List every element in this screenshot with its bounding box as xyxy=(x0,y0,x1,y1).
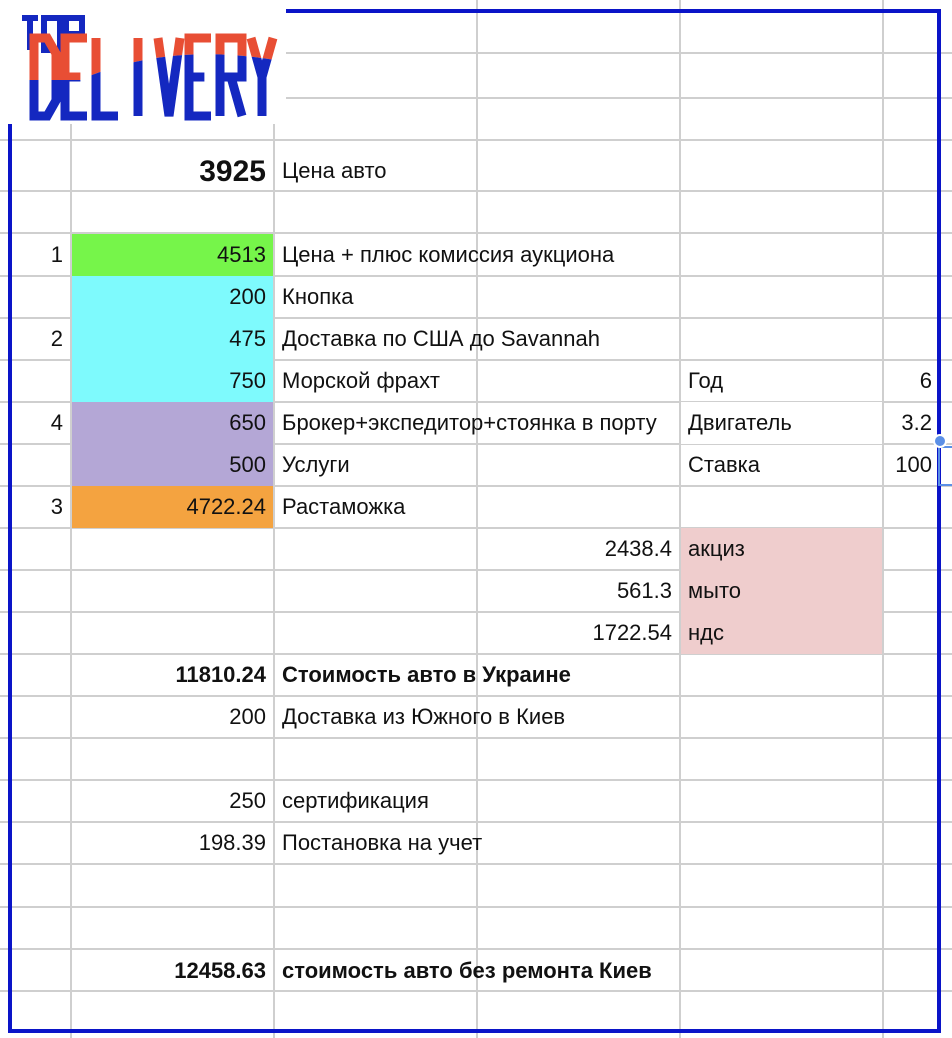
kyiv-delivery-label[interactable]: Доставка из Южного в Киев xyxy=(282,704,566,729)
vat-value[interactable]: 1722.54 xyxy=(592,620,672,645)
services-value[interactable]: 500 xyxy=(72,444,273,486)
row-number: 2 xyxy=(50,326,63,351)
sea-freight-label[interactable]: Морской фрахт xyxy=(282,368,440,393)
registration-value[interactable]: 198.39 xyxy=(198,830,266,855)
services-label[interactable]: Услуги xyxy=(282,452,350,477)
row-number: 3 xyxy=(50,494,63,519)
customs-value[interactable]: 4722.24 xyxy=(72,486,273,528)
broker-value[interactable]: 650 xyxy=(72,402,273,444)
final-total-label[interactable]: стоимость авто без ремонта Киев xyxy=(282,958,652,983)
button-fee-label[interactable]: Кнопка xyxy=(282,284,354,309)
button-fee-value[interactable]: 200 xyxy=(72,276,273,318)
ukraine-total-value[interactable]: 11810.24 xyxy=(175,662,266,687)
logo-letter-l xyxy=(96,38,118,116)
year-value[interactable]: 6 xyxy=(919,368,932,393)
logo-letter-d xyxy=(34,38,56,116)
us-shipping-label[interactable]: Доставка по США до Savannah xyxy=(282,326,600,351)
selection-frame xyxy=(8,9,941,1033)
logo-letter-d xyxy=(34,38,56,116)
duty-value[interactable]: 561.3 xyxy=(616,578,672,603)
customs-label[interactable]: Растаможка xyxy=(282,494,406,519)
auction-price-label[interactable]: Цена + плюс комиссия аукциона xyxy=(282,242,615,267)
logo-letter-e xyxy=(189,38,211,116)
registration-label[interactable]: Постановка на учет xyxy=(282,830,483,855)
rate-label[interactable]: Ставка xyxy=(688,452,760,477)
logo-letter-e xyxy=(65,38,87,116)
ukraine-total-label[interactable]: Стоимость авто в Украине xyxy=(282,662,571,687)
logo-graphic xyxy=(0,0,286,124)
rate-value[interactable]: 100 xyxy=(895,452,932,477)
certification-label[interactable]: сертификация xyxy=(282,788,429,813)
certification-value[interactable]: 250 xyxy=(229,788,266,813)
top-delivery-logo xyxy=(0,0,286,124)
broker-label[interactable]: Брокер+экспедитор+стоянка в порту xyxy=(282,410,657,435)
year-label[interactable]: Год xyxy=(688,368,724,393)
vat-label[interactable]: ндс xyxy=(681,612,882,654)
sea-freight-value[interactable]: 750 xyxy=(72,360,273,402)
row-number: 4 xyxy=(50,410,63,435)
logo-letter-y xyxy=(251,38,273,116)
engine-value[interactable]: 3.2 xyxy=(901,410,932,435)
duty-label[interactable]: мыто xyxy=(681,570,882,612)
kyiv-delivery-value[interactable]: 200 xyxy=(229,704,266,729)
logo-letter-v xyxy=(158,38,180,116)
final-total-value[interactable]: 12458.63 xyxy=(174,958,266,983)
car-price-label[interactable]: Цена авто xyxy=(282,158,387,183)
auction-price-value[interactable]: 4513 xyxy=(72,234,273,276)
selection-handle[interactable] xyxy=(933,434,947,448)
row-number: 1 xyxy=(50,242,63,267)
excise-label[interactable]: акциз xyxy=(681,528,882,570)
engine-label[interactable]: Двигатель xyxy=(681,402,882,444)
excise-value[interactable]: 2438.4 xyxy=(604,536,672,561)
cell-selection[interactable] xyxy=(938,446,952,486)
car-price-value[interactable]: 3925 xyxy=(199,155,266,188)
logo-letter-r xyxy=(220,38,242,116)
us-shipping-value[interactable]: 475 xyxy=(72,318,273,360)
